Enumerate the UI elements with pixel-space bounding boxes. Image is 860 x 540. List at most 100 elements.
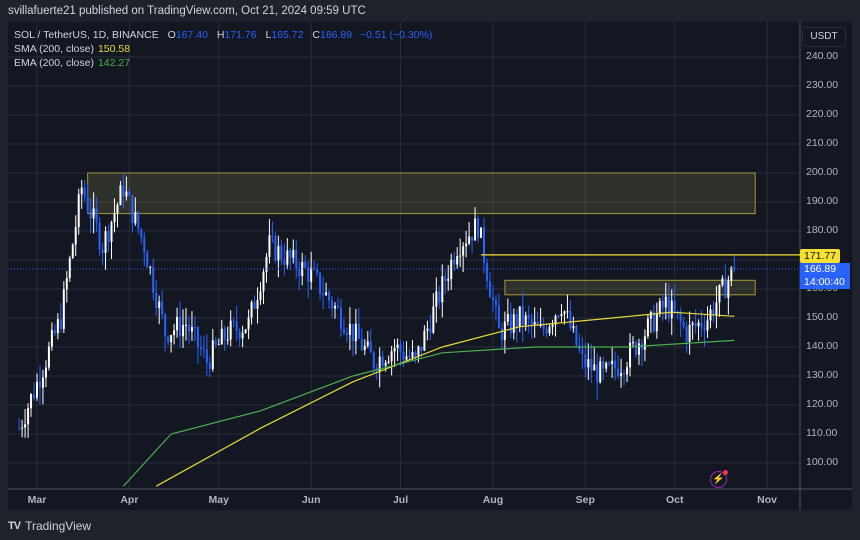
candle-body[interactable]	[515, 314, 518, 327]
candle-body[interactable]	[536, 321, 539, 326]
candle-body[interactable]	[399, 344, 402, 353]
candle-body[interactable]	[426, 328, 429, 331]
candle-body[interactable]	[560, 314, 563, 317]
candle-body[interactable]	[661, 300, 664, 308]
candle-body[interactable]	[617, 368, 620, 377]
candle-body[interactable]	[65, 278, 68, 290]
candle-body[interactable]	[384, 362, 387, 367]
candle-body[interactable]	[477, 218, 480, 238]
candle-body[interactable]	[584, 353, 587, 368]
candle-body[interactable]	[98, 222, 101, 250]
candle-body[interactable]	[342, 328, 345, 334]
candle-body[interactable]	[581, 349, 584, 354]
candle-body[interactable]	[393, 348, 396, 352]
candle-body[interactable]	[348, 323, 351, 335]
candle-body[interactable]	[110, 222, 113, 242]
candle-body[interactable]	[456, 256, 459, 265]
candle-body[interactable]	[608, 362, 611, 365]
candle-body[interactable]	[432, 306, 435, 333]
candle-body[interactable]	[575, 325, 578, 346]
candle-body[interactable]	[182, 325, 185, 337]
candle-body[interactable]	[611, 360, 614, 365]
candle-body[interactable]	[328, 292, 331, 301]
candle-body[interactable]	[724, 278, 727, 298]
candle-body[interactable]	[667, 296, 670, 319]
candle-body[interactable]	[241, 332, 244, 339]
candle-body[interactable]	[551, 324, 554, 327]
candle-body[interactable]	[205, 349, 208, 363]
candle-body[interactable]	[557, 315, 560, 317]
candle-body[interactable]	[71, 244, 74, 259]
candle-body[interactable]	[652, 311, 655, 332]
candle-body[interactable]	[646, 318, 649, 337]
candle-body[interactable]	[664, 296, 667, 308]
candle-body[interactable]	[134, 212, 137, 224]
candle-body[interactable]	[101, 249, 104, 253]
candle-body[interactable]	[59, 319, 62, 329]
candle-body[interactable]	[363, 345, 366, 350]
candle-body[interactable]	[185, 324, 187, 326]
candle-body[interactable]	[378, 356, 381, 371]
candle-body[interactable]	[334, 305, 336, 309]
candle-body[interactable]	[113, 213, 116, 223]
candle-body[interactable]	[649, 311, 652, 319]
candle-body[interactable]	[167, 336, 170, 343]
candle-body[interactable]	[325, 292, 328, 296]
candle-body[interactable]	[530, 318, 533, 325]
candle-body[interactable]	[357, 323, 360, 339]
candle-body[interactable]	[715, 302, 718, 316]
candle-body[interactable]	[554, 315, 557, 325]
candle-body[interactable]	[620, 373, 623, 377]
candle-body[interactable]	[539, 324, 542, 326]
candle-body[interactable]	[423, 330, 426, 351]
candle-body[interactable]	[310, 267, 313, 282]
candle-body[interactable]	[53, 330, 56, 334]
candle-body[interactable]	[30, 394, 33, 409]
candle-body[interactable]	[483, 227, 485, 263]
candle-body[interactable]	[38, 381, 41, 388]
candle-body[interactable]	[387, 361, 390, 363]
candle-body[interactable]	[152, 267, 155, 293]
candle-body[interactable]	[155, 292, 158, 309]
candle-body[interactable]	[533, 321, 536, 325]
candle-body[interactable]	[634, 342, 637, 355]
candle-body[interactable]	[450, 259, 453, 279]
candle-body[interactable]	[41, 377, 44, 388]
candle-body[interactable]	[351, 323, 354, 342]
candle-body[interactable]	[459, 255, 462, 257]
candle-body[interactable]	[21, 427, 24, 429]
candle-body[interactable]	[465, 243, 468, 247]
candle-body[interactable]	[712, 309, 715, 316]
candle-body[interactable]	[718, 284, 721, 303]
candle-body[interactable]	[146, 252, 149, 268]
candle-body[interactable]	[462, 246, 465, 256]
supply-zone-box[interactable]	[504, 279, 756, 296]
candle-body[interactable]	[703, 327, 706, 331]
candle-body[interactable]	[47, 346, 50, 368]
candle-body[interactable]	[563, 311, 566, 315]
candle-body[interactable]	[614, 360, 617, 369]
candle-body[interactable]	[679, 313, 682, 323]
currency-button[interactable]: USDT	[802, 27, 846, 47]
candle-body[interactable]	[220, 328, 223, 345]
candle-body[interactable]	[414, 352, 417, 356]
candle-body[interactable]	[265, 256, 268, 272]
candle-body[interactable]	[268, 235, 271, 257]
candlestick-chart[interactable]	[8, 22, 852, 510]
candle-body[interactable]	[694, 323, 697, 327]
candle-body[interactable]	[140, 229, 143, 238]
plot-area[interactable]	[8, 22, 800, 489]
candle-body[interactable]	[405, 356, 408, 360]
candle-body[interactable]	[420, 346, 423, 351]
candle-body[interactable]	[360, 338, 363, 350]
candle-body[interactable]	[137, 212, 140, 230]
candle-body[interactable]	[95, 208, 98, 223]
candle-body[interactable]	[319, 272, 322, 294]
candle-body[interactable]	[369, 341, 372, 353]
candle-body[interactable]	[161, 301, 164, 315]
sma-200-line[interactable]	[155, 311, 735, 487]
candle-body[interactable]	[345, 333, 348, 335]
candle-body[interactable]	[322, 293, 325, 296]
candle-body[interactable]	[232, 320, 235, 322]
candle-body[interactable]	[599, 361, 602, 383]
